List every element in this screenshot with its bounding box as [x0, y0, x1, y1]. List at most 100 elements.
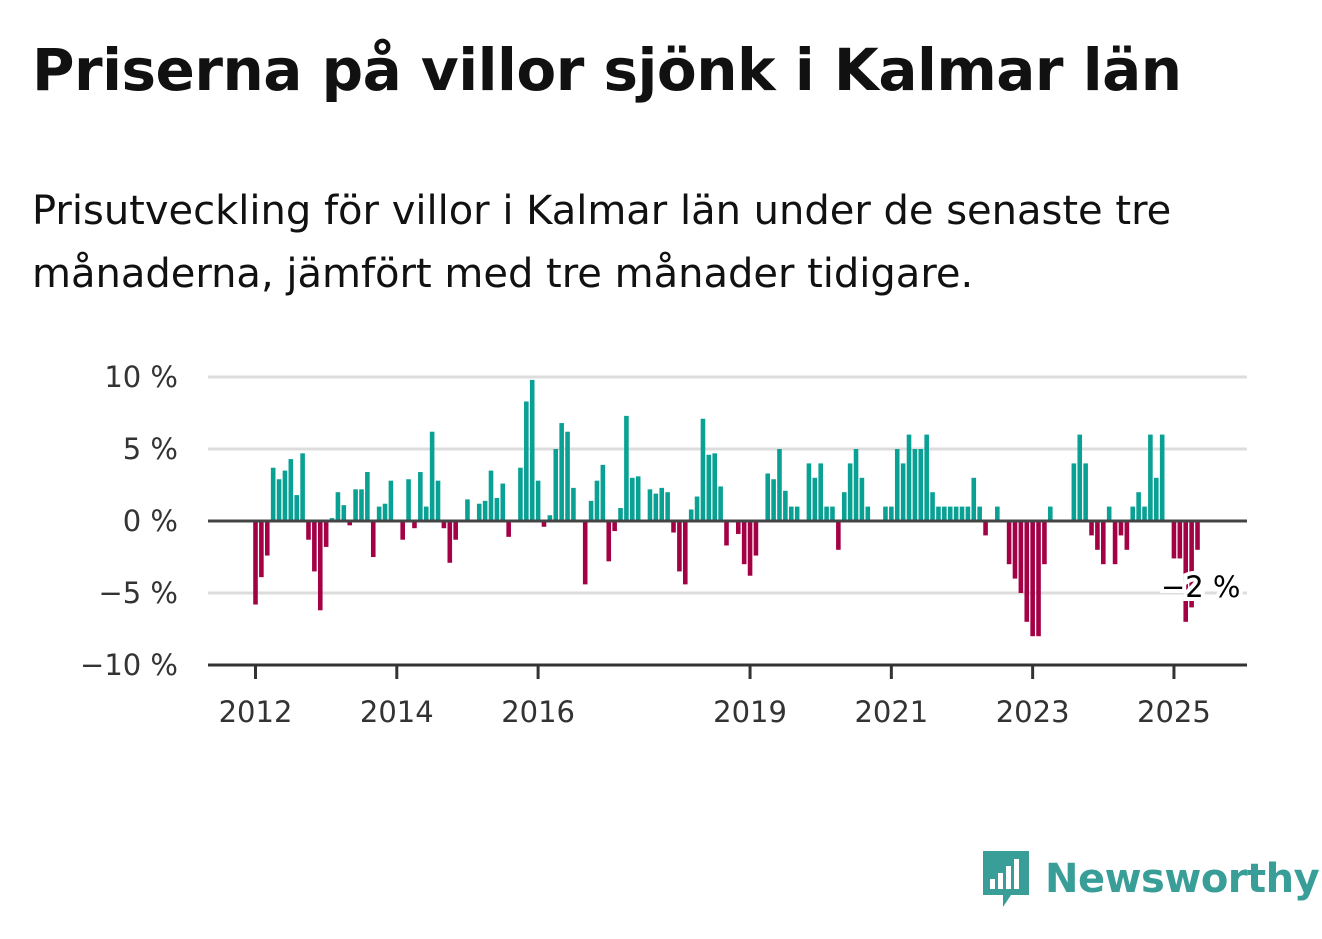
x-tick-label: 2016	[501, 695, 575, 729]
bar	[347, 521, 352, 526]
bar	[270, 467, 276, 521]
bar	[853, 449, 859, 521]
bar	[282, 470, 288, 521]
bar	[353, 489, 358, 521]
x-tick-label: 2014	[360, 695, 434, 729]
bar	[995, 506, 1000, 521]
annotations: −2 %	[1157, 566, 1245, 608]
bar	[306, 521, 311, 540]
bar	[830, 506, 835, 521]
bar	[412, 521, 417, 529]
bar	[335, 492, 341, 521]
bar	[276, 479, 282, 521]
bar	[1071, 463, 1077, 521]
bar	[930, 492, 935, 521]
x-tick-label: 2012	[219, 695, 293, 729]
bar	[847, 463, 853, 521]
bar	[500, 483, 506, 521]
bar	[747, 521, 753, 576]
x-tick-label: 2021	[854, 695, 928, 729]
bar	[824, 506, 829, 521]
bar	[788, 506, 794, 521]
bar	[718, 486, 723, 521]
bar	[524, 401, 529, 521]
bar	[317, 521, 323, 611]
bar	[635, 476, 641, 521]
bar	[1077, 434, 1083, 521]
bar	[836, 521, 841, 550]
bar	[724, 521, 729, 546]
bar	[900, 463, 906, 521]
bar	[370, 521, 376, 557]
bar	[518, 467, 523, 521]
bar	[942, 506, 947, 521]
y-tick-label: 0 %	[123, 504, 178, 538]
bar	[818, 463, 823, 521]
bar	[606, 521, 612, 562]
bar	[783, 490, 788, 521]
bar	[288, 459, 294, 521]
bar	[883, 506, 888, 521]
bar	[259, 521, 264, 578]
bar	[694, 496, 700, 521]
bar	[1095, 521, 1100, 550]
axes	[208, 519, 1247, 667]
x-tick-label: 2023	[996, 695, 1070, 729]
bar	[1148, 434, 1153, 521]
bar	[418, 472, 423, 521]
bar	[859, 477, 865, 521]
bar	[765, 473, 771, 521]
bar	[388, 480, 394, 521]
bar	[506, 521, 511, 537]
bar	[1083, 463, 1088, 521]
bar	[959, 506, 965, 521]
bar	[947, 506, 953, 521]
bar	[453, 521, 458, 540]
bar	[312, 521, 317, 572]
bar	[953, 506, 959, 521]
bar	[423, 506, 429, 521]
bar	[429, 431, 435, 521]
bar	[541, 521, 547, 527]
bar	[865, 506, 871, 521]
bar	[1142, 506, 1147, 521]
bar	[1183, 521, 1189, 622]
brand-name: Newsworthy	[1045, 856, 1320, 902]
bar	[977, 506, 982, 521]
bar	[1136, 492, 1141, 521]
bar	[1042, 521, 1047, 565]
y-tick-label: −5 %	[98, 576, 178, 610]
bar	[582, 521, 588, 585]
bar-chart: 10 % 5 % 0 % −5 % −10 % 2012 2014 2016 2019 2021…	[80, 360, 1247, 729]
newsworthy-logo-icon	[983, 851, 1029, 907]
bar	[924, 434, 929, 521]
bar	[906, 434, 912, 521]
bar	[812, 477, 818, 521]
bar	[806, 463, 812, 521]
chart-title: Priserna på villor sjönk i Kalmar län	[32, 36, 1182, 104]
bar	[665, 492, 670, 521]
bar	[1124, 521, 1130, 550]
bar	[712, 453, 718, 521]
bar	[571, 487, 576, 521]
bar	[588, 500, 594, 521]
bar	[400, 521, 405, 540]
bar	[1153, 477, 1159, 521]
chart-subtitle: Prisutveckling för villor i Kalmar län u…	[32, 188, 1172, 297]
bar	[1118, 521, 1124, 536]
bar	[547, 515, 553, 521]
bar	[359, 489, 364, 521]
bar	[294, 495, 300, 521]
bar	[594, 480, 600, 521]
bar	[1189, 521, 1194, 608]
y-tick-label: −10 %	[80, 648, 178, 682]
bar	[983, 521, 988, 536]
bar	[771, 479, 776, 521]
bar	[1006, 521, 1012, 565]
bar	[1036, 521, 1041, 637]
bar	[553, 449, 559, 521]
y-tick-label: 10 %	[104, 360, 178, 394]
bar	[435, 480, 441, 521]
bar	[671, 521, 676, 533]
bar	[794, 506, 800, 521]
